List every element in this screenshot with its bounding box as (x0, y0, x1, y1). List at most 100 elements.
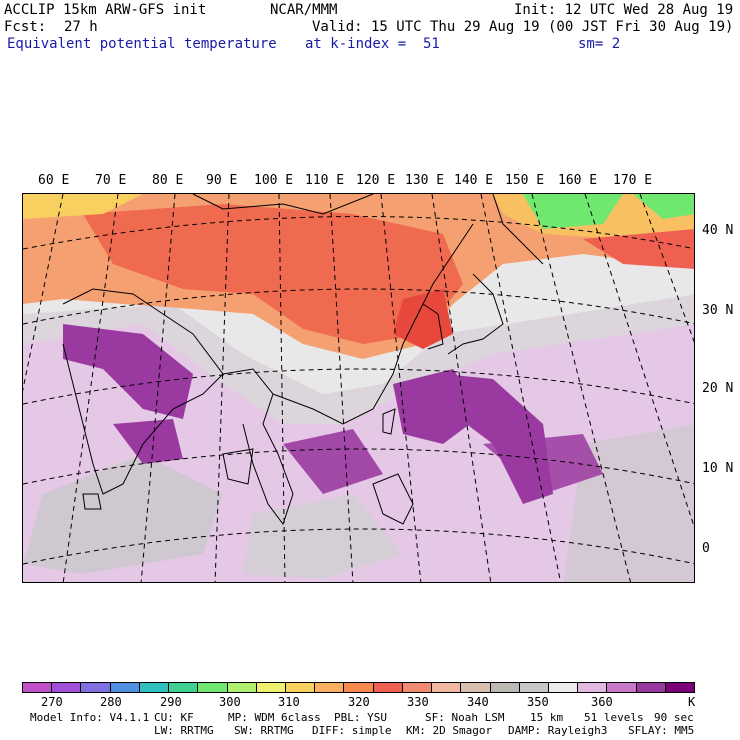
map-canvas (23, 194, 694, 582)
north-pacific-red (583, 229, 694, 269)
taiwan-coast (382, 408, 396, 435)
lon-label: 110 E (305, 173, 345, 188)
graticule (23, 194, 694, 582)
russia-coast (492, 194, 544, 265)
diffusion-option: DIFF: simple (312, 724, 392, 737)
colorbar-swatch (461, 683, 491, 692)
colorbar-swatch (285, 683, 316, 692)
lat-label: 30 N (702, 303, 734, 318)
colorbar-swatch (490, 683, 520, 692)
lat-label: 10 N (702, 461, 734, 476)
lon-line (23, 194, 64, 392)
lat-label: 0 (702, 541, 710, 556)
org-label: NCAR/MMM (270, 2, 338, 18)
colorbar-tick: 270 (41, 695, 63, 709)
lon-label: 100 E (254, 173, 294, 188)
lat-label: 20 N (702, 381, 734, 396)
gray-patch (243, 494, 403, 579)
model-title: ACCLIP 15km ARW-GFS init (4, 2, 207, 18)
lon-line (278, 194, 286, 582)
colorbar-tick: 290 (160, 695, 182, 709)
coastlines (62, 194, 544, 526)
lon-line (584, 194, 694, 528)
colorbar-tick: 330 (407, 695, 429, 709)
pbl-scheme: PBL: YSU (334, 711, 387, 724)
lon-label: 90 E (206, 173, 238, 188)
colorbar-swatch (636, 683, 666, 692)
lon-label: 80 E (152, 173, 184, 188)
lon-label: 140 E (454, 173, 494, 188)
colorbar-tick: 360 (591, 695, 613, 709)
lon-line (480, 194, 562, 582)
purple-band-wpac-east (483, 434, 603, 494)
damping-option: DAMP: Rayleigh3 (508, 724, 608, 737)
hainan-coast (222, 448, 254, 485)
lon-label: 170 E (613, 173, 653, 188)
colorbar-tick: 300 (219, 695, 241, 709)
lon-label: 160 E (558, 173, 598, 188)
gray-patch (23, 454, 223, 574)
colorbar-swatch (256, 683, 286, 692)
purple-band-india-south (113, 419, 183, 464)
colorbar-swatch (169, 683, 199, 692)
lon-line (140, 194, 176, 582)
timestep: 90 sec (654, 711, 694, 724)
midlat-red (83, 204, 463, 344)
colorbar-tick: 310 (278, 695, 300, 709)
colorbar-swatch (23, 683, 53, 692)
cumulus-scheme: CU: KF (154, 711, 194, 724)
lon-line (62, 194, 119, 582)
resolution: 15 km (530, 711, 564, 724)
colorbar-swatch (110, 683, 140, 692)
colorbar-swatch (52, 683, 82, 692)
lon-label: 120 E (356, 173, 396, 188)
colorbar-swatch (315, 683, 345, 692)
smoothing: sm= 2 (578, 36, 621, 52)
lon-line (214, 194, 230, 582)
lon-line (329, 194, 354, 582)
colorbar-tick: 320 (348, 695, 370, 709)
lon-label: 130 E (405, 173, 445, 188)
sri-lanka-coast (82, 493, 102, 510)
colorbar-swatch (548, 683, 579, 692)
purple-band-indochina (283, 429, 383, 494)
lon-label: 150 E (505, 173, 545, 188)
lat-label: 40 N (702, 223, 734, 238)
northern-border (192, 194, 374, 215)
field-name: Equivalent potential temperature (7, 36, 277, 52)
colorbar-tick: 350 (527, 695, 549, 709)
north-pacific-green (633, 194, 694, 219)
china-coast (272, 223, 474, 425)
microphysics-scheme: MP: WDM 6class (228, 711, 321, 724)
japan-coast (447, 273, 504, 355)
colorbar-swatch (344, 683, 374, 692)
purple-band-india (63, 324, 193, 419)
arctic-yellow (23, 194, 143, 219)
lon-label: 70 E (95, 173, 127, 188)
colorbar-tick: 280 (100, 695, 122, 709)
lon-line (531, 194, 632, 582)
forecast-label: Fcst: (4, 19, 47, 35)
model-info: Model Info: V4.1.1 (30, 711, 150, 724)
vertical-levels: 51 levels (584, 711, 644, 724)
colorbar-swatch (198, 683, 228, 692)
colorbar-tick: 340 (467, 695, 489, 709)
forecast-hours: 27 h (64, 19, 98, 35)
colorbar-swatch (432, 683, 462, 692)
km-option: KM: 2D Smagor (406, 724, 493, 737)
lon-line (431, 194, 492, 582)
longwave-scheme: LW: RRTMG (154, 724, 214, 737)
colorbar-swatch (402, 683, 433, 692)
philippines-coast (372, 473, 414, 525)
colorbar-swatch (139, 683, 170, 692)
surface-layer-scheme: SFLAY: MM5 (628, 724, 695, 737)
valid-time: Valid: 15 UTC Thu 29 Aug 19 (00 JST Fri … (312, 19, 734, 35)
india-coast (62, 288, 224, 495)
lon-label: 60 E (38, 173, 70, 188)
colorbar-swatch (81, 683, 111, 692)
shortwave-scheme: SW: RRTMG (234, 724, 294, 737)
colorbar-swatch (227, 683, 257, 692)
level-index: at k-index = 51 (305, 36, 440, 52)
colorbar (22, 682, 695, 693)
colorbar-swatch (607, 683, 637, 692)
